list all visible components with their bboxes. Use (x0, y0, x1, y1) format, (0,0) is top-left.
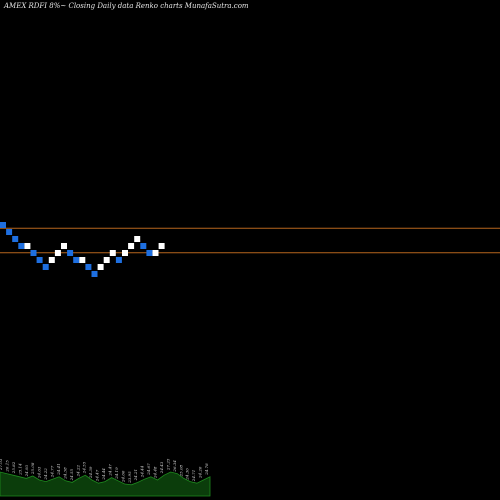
volume-label: 24.22 (43, 468, 48, 481)
volume-label: 24.44 (140, 465, 145, 478)
volume-label: 24.19 (114, 467, 119, 480)
volume-label: 24.47 (107, 464, 112, 477)
renko-brick-up (109, 250, 116, 256)
renko-brick-down (30, 250, 37, 256)
volume-label: 24.77 (50, 465, 55, 478)
renko-brick-up (54, 250, 61, 256)
renko-brick-up (79, 257, 86, 263)
volume-panel (0, 471, 211, 497)
renko-brick-down (12, 236, 19, 242)
volume-label: 24.36 (185, 468, 190, 481)
renko-brick-up (134, 236, 141, 242)
renko-bricks (0, 222, 165, 277)
volume-label: 24.41 (56, 463, 61, 475)
volume-label: 24.71 (191, 470, 196, 482)
volume-label: 24.38 (62, 467, 67, 480)
renko-brick-up (103, 257, 110, 263)
volume-label: 24.67 (146, 463, 151, 476)
renko-brick-up (48, 257, 55, 263)
renko-brick-down (0, 222, 6, 228)
renko-brick-down (115, 257, 122, 263)
renko-brick-up (158, 243, 165, 249)
renko-brick-down (85, 264, 92, 270)
volume-label: 24.55 (69, 468, 74, 481)
renko-brick-up (24, 243, 31, 249)
volume-label: 24.22 (75, 464, 80, 477)
volume-label: 24.43 (159, 461, 164, 474)
volume-labels: 27.03 26.15 25.82 25.14 24.93 25.08 24.63 24.22… (0, 458, 209, 484)
volume-label: 24.93 (24, 464, 29, 477)
renko-brick-down (140, 243, 147, 249)
renko-brick-down (6, 229, 13, 235)
renko-brick-down (73, 257, 80, 263)
volume-label: 25.08 (178, 464, 183, 477)
volume-label: 25.08 (30, 462, 35, 475)
volume-label: 27.25 (165, 458, 170, 471)
renko-brick-down (91, 271, 98, 277)
volume-label: 27.03 (0, 458, 3, 471)
renko-brick-up (122, 250, 128, 256)
renko-brick-down (42, 264, 49, 270)
renko-brick-down (18, 243, 25, 249)
volume-label: 24.48 (153, 466, 158, 479)
renko-brick-down (36, 257, 43, 263)
volume-label: 25.82 (11, 461, 16, 474)
volume-label: 24.44 (101, 468, 106, 481)
volume-label: 26.15 (4, 460, 9, 473)
renko-brick-up (128, 243, 135, 249)
volume-label: 24.47 (95, 469, 100, 482)
renko-brick-down (146, 250, 153, 256)
volume-label: 26.34 (172, 460, 177, 473)
volume-label: 24.63 (37, 466, 42, 479)
volume-label: 24.55 (82, 461, 87, 474)
reference-lines (0, 227, 500, 254)
chart-title: AMEX RDFI 8%~ Closing Daily data Renko c… (3, 2, 249, 10)
renko-brick-down (67, 250, 74, 256)
renko-brick-up (97, 264, 104, 270)
volume-label: 23.95 (127, 471, 132, 484)
volume-area (0, 471, 211, 497)
volume-label: 24.66 (120, 470, 125, 483)
volume-label: 24.26 (198, 466, 203, 479)
volume-label: 25.14 (17, 463, 22, 476)
renko-brick-up (61, 243, 67, 249)
volume-label: 24.78 (204, 463, 209, 476)
volume-label: 24.21 (133, 469, 138, 481)
renko-brick-up (152, 250, 159, 256)
volume-label: 24.39 (88, 466, 93, 479)
